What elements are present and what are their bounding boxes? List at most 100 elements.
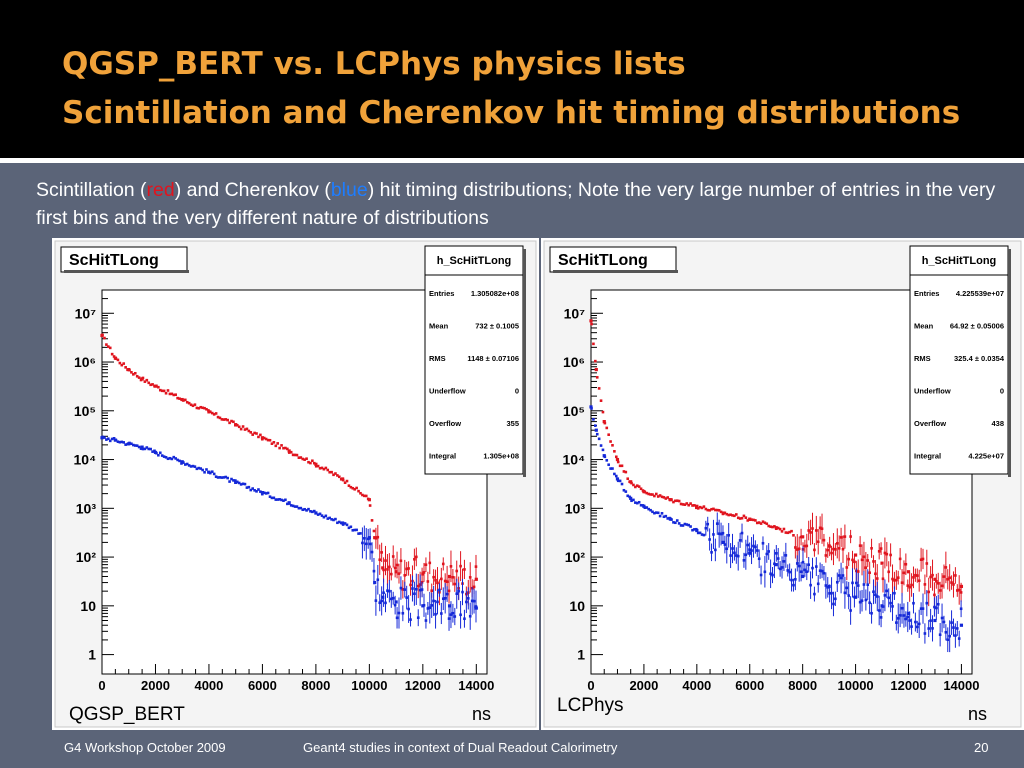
data-point xyxy=(474,565,478,568)
data-point xyxy=(245,427,249,431)
data-point xyxy=(914,620,917,624)
data-point xyxy=(286,447,289,451)
data-point xyxy=(318,512,322,516)
data-point xyxy=(658,494,662,497)
data-point xyxy=(373,580,377,585)
data-point xyxy=(293,453,297,457)
data-point xyxy=(898,614,902,617)
data-point xyxy=(430,589,434,592)
data-point xyxy=(647,492,650,496)
data-point xyxy=(247,485,251,489)
data-point xyxy=(885,589,889,593)
data-point xyxy=(305,509,308,512)
data-point xyxy=(207,470,211,474)
data-point xyxy=(742,559,746,562)
data-point xyxy=(389,572,393,576)
stats-value: 438 xyxy=(991,419,1004,428)
data-point xyxy=(592,418,595,421)
data-point xyxy=(380,551,383,554)
data-point xyxy=(368,542,372,546)
data-point xyxy=(765,552,769,556)
data-point xyxy=(820,527,824,531)
data-point xyxy=(813,548,816,552)
data-point xyxy=(372,569,376,573)
data-point xyxy=(328,470,331,474)
data-point xyxy=(632,498,635,502)
data-point xyxy=(316,513,320,516)
data-point xyxy=(906,615,910,619)
stats-box-frame xyxy=(909,245,1009,475)
data-point xyxy=(314,464,318,468)
data-point xyxy=(719,532,723,536)
data-point xyxy=(201,406,204,410)
data-point xyxy=(919,607,923,610)
data-point xyxy=(738,517,742,520)
data-point xyxy=(847,557,851,561)
data-point xyxy=(367,536,371,540)
data-point xyxy=(118,440,122,444)
data-point xyxy=(879,616,883,619)
data-point xyxy=(474,606,478,610)
data-point xyxy=(731,547,734,550)
data-point xyxy=(100,436,104,440)
data-point xyxy=(602,454,606,458)
data-point xyxy=(597,437,601,441)
data-point xyxy=(896,576,900,579)
data-point xyxy=(881,577,885,581)
data-point xyxy=(698,531,702,535)
stats-label: Integral xyxy=(429,452,456,461)
data-point xyxy=(654,511,658,514)
data-point xyxy=(299,456,303,459)
data-point xyxy=(870,546,873,550)
data-point xyxy=(839,576,843,580)
data-point xyxy=(948,576,951,580)
data-point xyxy=(950,581,953,584)
data-point xyxy=(262,436,266,440)
data-point xyxy=(845,586,849,590)
data-point xyxy=(378,558,382,562)
data-point xyxy=(459,564,462,568)
data-point xyxy=(900,606,904,610)
stats-value: 0 xyxy=(515,387,519,396)
data-point xyxy=(135,374,139,378)
data-point xyxy=(908,619,911,622)
data-point xyxy=(370,550,374,554)
x-tick-label: 4000 xyxy=(194,678,223,693)
data-point xyxy=(399,586,403,590)
data-point xyxy=(624,490,628,493)
data-point xyxy=(647,507,650,511)
data-point xyxy=(889,553,892,557)
data-point xyxy=(620,464,624,468)
data-point xyxy=(946,578,950,581)
data-point xyxy=(778,527,782,531)
data-point xyxy=(389,597,393,601)
data-point xyxy=(740,531,744,535)
data-point xyxy=(257,435,260,439)
data-point xyxy=(788,530,791,534)
data-point xyxy=(334,472,337,475)
data-point xyxy=(230,477,233,481)
data-point xyxy=(955,627,959,630)
data-point xyxy=(887,596,891,600)
y-tick-label: 10⁴ xyxy=(563,452,586,468)
data-point xyxy=(137,376,141,379)
data-point xyxy=(959,623,964,627)
data-point xyxy=(594,359,597,363)
data-point xyxy=(715,522,719,525)
data-point xyxy=(837,574,841,577)
data-point xyxy=(447,617,451,620)
data-point xyxy=(184,398,187,402)
data-point xyxy=(127,367,131,372)
data-point xyxy=(445,592,449,596)
data-point xyxy=(721,511,725,515)
data-point xyxy=(388,565,391,569)
data-point xyxy=(780,530,784,533)
data-point xyxy=(228,421,231,425)
x-tick-label: 10000 xyxy=(838,678,874,693)
data-point xyxy=(723,543,727,546)
data-point xyxy=(332,518,335,522)
data-point xyxy=(599,399,603,402)
plot-area xyxy=(101,289,488,675)
data-point xyxy=(394,570,398,574)
description-red-word: red xyxy=(146,179,175,201)
